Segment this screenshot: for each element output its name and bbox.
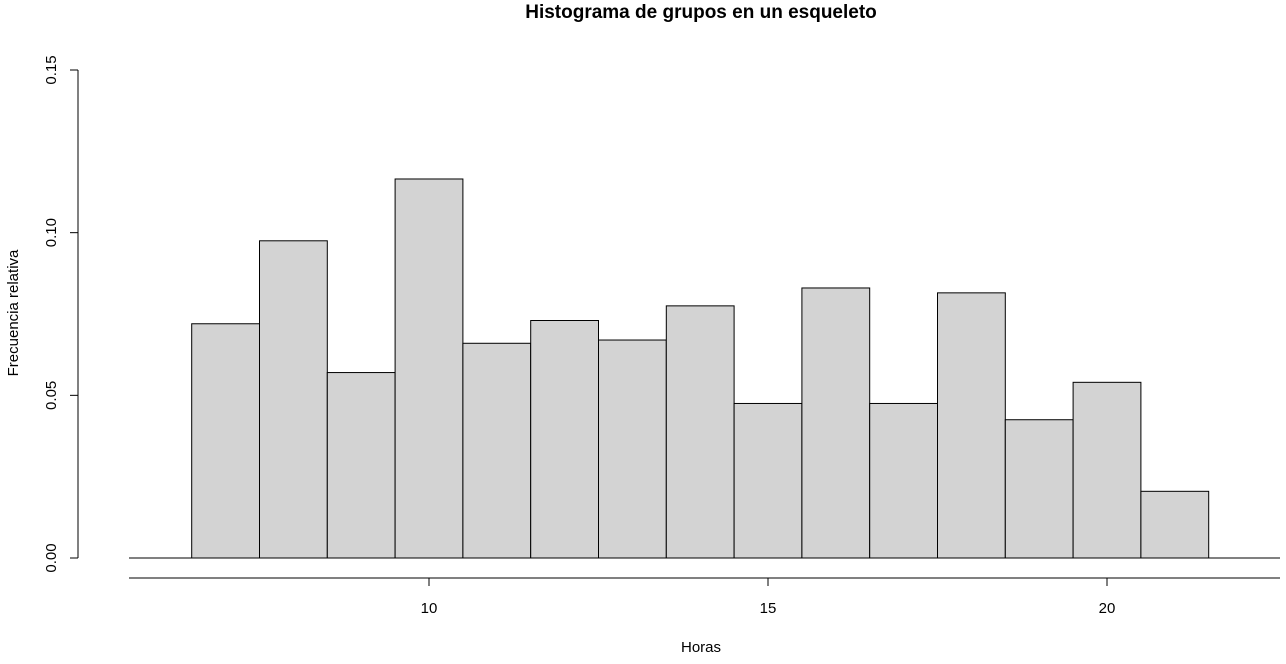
histogram-bar-11 <box>937 292 1006 559</box>
x-tick-label-2: 20 <box>1099 600 1116 617</box>
y-axis: 0.00 0.05 0.10 0.15 <box>43 55 79 573</box>
x-axis: 10 15 20 <box>129 577 1280 617</box>
bars-group <box>191 178 1210 559</box>
y-tick-label-1: 0.05 <box>43 381 60 410</box>
histogram-bar-13 <box>1072 381 1142 559</box>
y-tick-label-0: 0.00 <box>43 543 60 572</box>
histogram-bar-2 <box>326 372 396 559</box>
histogram-bar-1 <box>259 240 328 559</box>
histogram-bar-12 <box>1004 419 1074 559</box>
histogram-bar-3 <box>394 178 464 559</box>
histogram-bar-7 <box>665 305 735 559</box>
x-tick-label-0: 10 <box>421 600 438 617</box>
y-axis-label: Frecuencia relativa <box>5 249 22 376</box>
histogram-bar-4 <box>462 342 532 559</box>
histogram-bar-14 <box>1140 490 1210 559</box>
histogram-bar-6 <box>598 339 667 559</box>
y-tick-label-2: 0.10 <box>43 218 60 247</box>
histogram-bar-9 <box>801 287 871 559</box>
y-tick-label-3: 0.15 <box>43 55 60 84</box>
histogram-bar-0 <box>191 323 260 559</box>
histogram-bar-8 <box>733 402 803 559</box>
histogram-bar-10 <box>869 402 939 559</box>
x-tick-label-1: 15 <box>760 600 777 617</box>
histogram-bar-5 <box>530 320 600 559</box>
x-axis-label: Horas <box>681 639 721 656</box>
chart-title: Histograma de grupos en un esqueleto <box>525 2 877 23</box>
